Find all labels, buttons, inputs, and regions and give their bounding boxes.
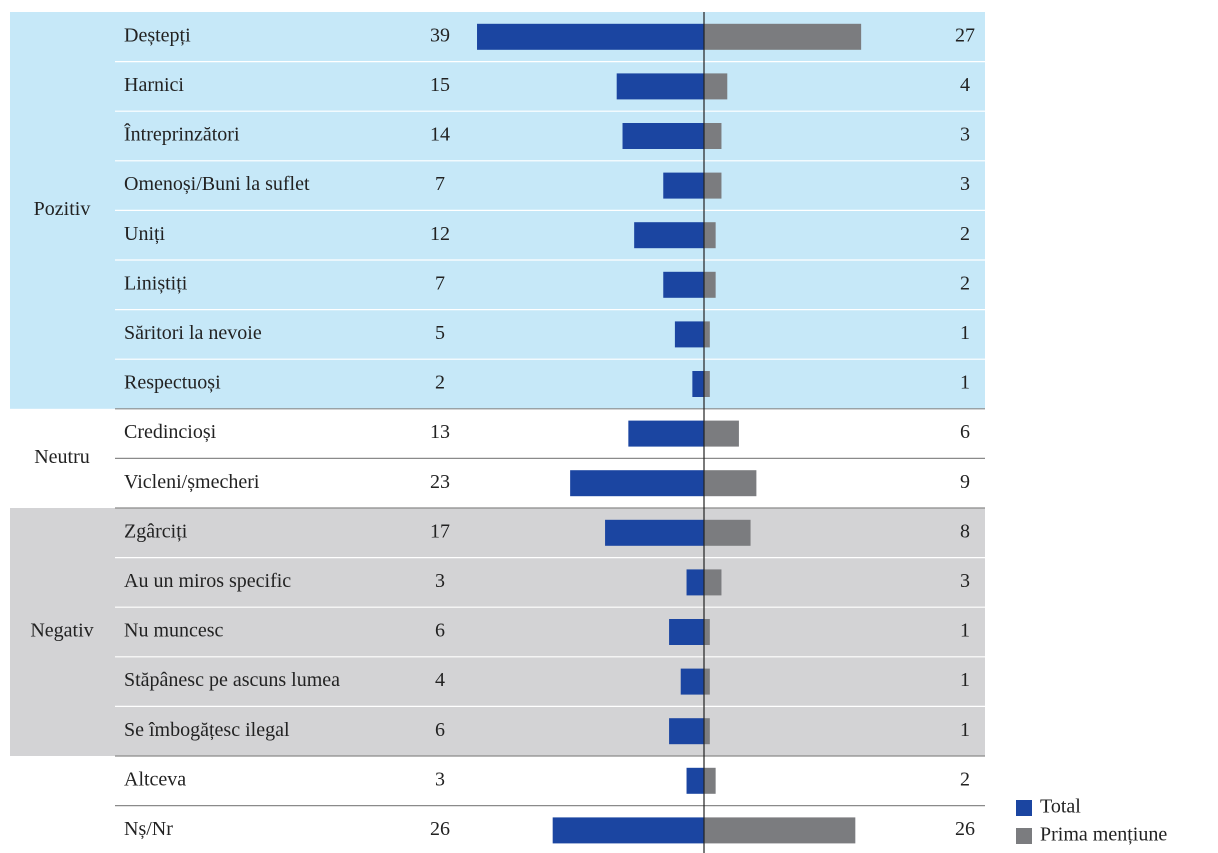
bar-total <box>663 271 704 298</box>
value-label-total: 4 <box>435 669 445 691</box>
bar-first-mention <box>704 420 739 447</box>
value-label-first-mention: 4 <box>960 74 970 96</box>
category-label: Se îmbogățesc ilegal <box>124 719 290 741</box>
value-label-first-mention: 1 <box>960 372 970 394</box>
bar-total <box>552 817 704 844</box>
value-label-total: 17 <box>430 520 450 542</box>
bar-first-mention <box>704 271 716 298</box>
category-label: Au un miros specific <box>124 570 291 592</box>
bar-first-mention <box>704 470 757 497</box>
category-label: Zgârciți <box>124 520 188 542</box>
category-label: Deștepți <box>124 24 191 46</box>
bar-first-mention <box>704 172 722 199</box>
value-label-total: 3 <box>435 570 445 592</box>
value-label-total: 39 <box>430 24 450 46</box>
value-label-first-mention: 26 <box>955 818 975 840</box>
value-label-first-mention: 9 <box>960 471 970 493</box>
bar-first-mention <box>704 23 862 50</box>
bar-total <box>686 767 704 794</box>
bar-total <box>605 519 704 546</box>
group-label: Neutru <box>34 446 90 468</box>
value-label-total: 2 <box>435 372 445 394</box>
category-label: Altceva <box>124 768 186 790</box>
value-label-total: 5 <box>435 322 445 344</box>
value-label-first-mention: 2 <box>960 768 970 790</box>
bar-total <box>686 569 704 596</box>
value-label-first-mention: 6 <box>960 421 970 443</box>
value-label-total: 23 <box>430 471 450 493</box>
category-label: Harnici <box>124 74 184 96</box>
bar-total <box>622 123 704 149</box>
value-label-first-mention: 3 <box>960 124 970 146</box>
category-label: Credincioși <box>124 421 217 443</box>
value-label-first-mention: 1 <box>960 620 970 642</box>
value-label-total: 14 <box>430 124 450 146</box>
value-label-first-mention: 1 <box>960 719 970 741</box>
bar-first-mention <box>704 321 710 348</box>
bar-total <box>477 23 704 50</box>
legend-swatch <box>1016 800 1032 816</box>
bar-total <box>570 470 704 497</box>
group-band <box>10 508 985 756</box>
bar-first-mention <box>704 123 722 149</box>
legend-swatch <box>1016 828 1032 844</box>
value-label-first-mention: 1 <box>960 322 970 344</box>
category-label: Săritori la nevoie <box>124 322 262 344</box>
value-label-total: 7 <box>435 173 445 195</box>
category-label: Nu muncesc <box>124 620 224 642</box>
group-label: Negativ <box>30 620 93 642</box>
bar-first-mention <box>704 817 856 844</box>
value-label-first-mention: 27 <box>955 24 975 46</box>
bar-total <box>669 619 704 645</box>
category-label: Întreprinzători <box>124 123 240 146</box>
value-label-total: 15 <box>430 74 450 96</box>
bar-first-mention <box>704 569 722 596</box>
bar-total <box>663 172 704 199</box>
bar-total <box>680 668 704 695</box>
category-label: Nș/Nr <box>124 818 173 840</box>
bar-total <box>692 371 704 397</box>
value-label-first-mention: 1 <box>960 669 970 691</box>
category-label: Omenoși/Buni la suflet <box>124 173 310 195</box>
bar-first-mention <box>704 767 716 794</box>
group-label: Pozitiv <box>34 198 91 220</box>
category-label: Uniți <box>124 223 166 245</box>
legend-label: Total <box>1040 796 1081 818</box>
value-label-first-mention: 2 <box>960 223 970 245</box>
bar-first-mention <box>704 668 710 695</box>
value-label-total: 13 <box>430 421 450 443</box>
bar-total <box>634 222 704 249</box>
category-label: Liniștiți <box>124 272 188 294</box>
bar-total <box>616 73 704 100</box>
value-label-first-mention: 3 <box>960 570 970 592</box>
bar-first-mention <box>704 371 710 397</box>
value-label-first-mention: 2 <box>960 272 970 294</box>
value-label-total: 3 <box>435 768 445 790</box>
bar-total <box>669 718 704 745</box>
value-label-total: 7 <box>435 272 445 294</box>
category-label: Respectuoși <box>124 372 221 394</box>
bar-first-mention <box>704 73 728 100</box>
bar-first-mention <box>704 519 751 546</box>
value-label-total: 12 <box>430 223 450 245</box>
bar-first-mention <box>704 718 710 745</box>
bar-total <box>674 321 704 348</box>
bar-first-mention <box>704 222 716 249</box>
bar-total <box>628 420 704 447</box>
value-label-total: 6 <box>435 719 445 741</box>
category-label: Stăpânesc pe ascuns lumea <box>124 669 340 691</box>
value-label-total: 26 <box>430 818 450 840</box>
legend-label: Prima mențiune <box>1040 824 1167 846</box>
bar-first-mention <box>704 619 710 645</box>
value-label-total: 6 <box>435 620 445 642</box>
value-label-first-mention: 8 <box>960 520 970 542</box>
category-label: Vicleni/șmecheri <box>124 471 260 493</box>
value-label-first-mention: 3 <box>960 173 970 195</box>
